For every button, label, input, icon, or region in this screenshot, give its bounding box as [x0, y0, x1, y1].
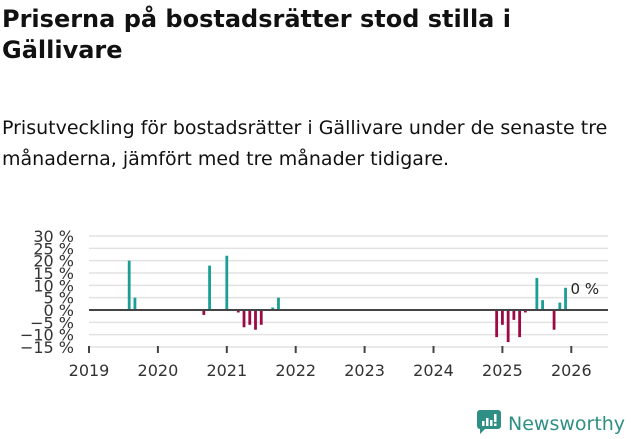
x-tick-label: 2021	[206, 361, 247, 380]
svg-text:0 %: 0 %	[571, 280, 600, 298]
x-tick-label: 2025	[482, 361, 523, 380]
x-axis: 2019 2020 2021 2022 2023 2024 2025 2026	[69, 346, 592, 380]
y-tick-label: −15 %	[20, 338, 74, 357]
bar	[277, 297, 280, 310]
y-tick-label: 0 %	[44, 301, 74, 320]
bar	[248, 310, 252, 325]
chart-canvas: 30 %25 %20 %15 %10 %5 %0 %−5 %−10 %−15 %…	[20, 227, 608, 380]
last-value-annotation: 0 %	[571, 280, 600, 298]
bar	[242, 310, 246, 328]
y-tick-label: 20 %	[33, 252, 74, 271]
gridlines	[89, 235, 608, 348]
x-tick-label: 2020	[138, 361, 179, 380]
bar	[506, 310, 510, 343]
bar	[133, 297, 137, 310]
bars	[127, 255, 567, 343]
bar	[259, 310, 263, 325]
x-tick-label: 2022	[275, 361, 316, 380]
y-tick-label: 25 %	[33, 239, 74, 258]
x-tick-label: 2024	[413, 361, 454, 380]
bar	[254, 310, 257, 330]
bar	[225, 255, 229, 310]
newsworthy-logo: Newsworthy	[476, 409, 625, 439]
bar	[501, 310, 504, 325]
bar	[271, 307, 275, 310]
bar	[208, 265, 211, 310]
x-tick-label: 2026	[551, 361, 592, 380]
y-tick-label: −5 %	[30, 313, 74, 332]
bar	[127, 260, 131, 310]
brand-name: Newsworthy	[508, 413, 626, 435]
y-tick-label: 10 %	[33, 276, 74, 295]
x-tick-label: 2019	[69, 361, 110, 380]
y-tick-label: 5 %	[44, 289, 74, 308]
bar	[523, 310, 527, 313]
y-tick-label: 30 %	[33, 227, 74, 246]
bar	[236, 310, 240, 313]
bar	[518, 310, 522, 338]
bar	[535, 277, 539, 310]
bar-chart: 30 % 25 % 20 % 15 % 10 % 5 % 0 % −5 % −10 % −15 %…	[0, 225, 631, 385]
bar	[495, 310, 499, 338]
bar	[512, 310, 516, 320]
y-axis-labels: 30 %25 %20 %15 %10 %5 %0 %−5 %−10 %−15 %	[20, 227, 74, 357]
bar	[541, 300, 544, 310]
chart-subtitle: Prisutveckling för bostadsrätter i Gälli…	[2, 117, 608, 170]
bar	[552, 310, 556, 330]
bar-chart-speech-bubble-icon	[476, 409, 502, 439]
page-title: Priserna på bostadsrätter stod stilla i …	[2, 5, 511, 64]
y-tick-label: 15 %	[33, 264, 74, 283]
y-tick-label: −10 %	[20, 326, 74, 345]
bar	[558, 302, 562, 310]
x-tick-label: 2023	[344, 361, 385, 380]
bar	[564, 287, 567, 310]
bar	[202, 310, 206, 315]
